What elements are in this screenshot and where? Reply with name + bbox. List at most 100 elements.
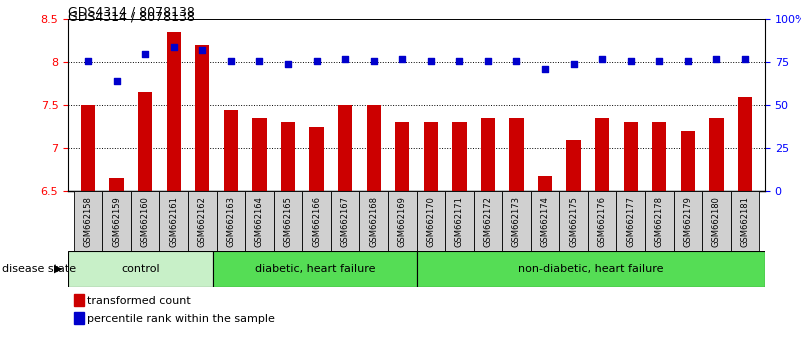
Bar (213, 251, 417, 287)
Text: GSM662173: GSM662173 (512, 196, 521, 247)
Bar (302, 191, 331, 251)
Bar (624, 122, 638, 191)
Text: ▶: ▶ (54, 264, 62, 274)
Bar (566, 139, 581, 191)
Text: GSM662159: GSM662159 (112, 196, 121, 247)
Point (739, 56, 751, 62)
Bar (388, 191, 417, 251)
Point (310, 58, 323, 63)
Point (710, 56, 723, 62)
Point (567, 61, 580, 67)
Bar (738, 97, 752, 191)
Text: GSM662172: GSM662172 (484, 196, 493, 247)
Bar (195, 45, 209, 191)
Text: GSM662179: GSM662179 (683, 196, 692, 247)
Bar (674, 191, 702, 251)
Bar (167, 32, 181, 191)
Bar (245, 191, 274, 251)
Text: GSM662161: GSM662161 (169, 196, 179, 247)
Bar (367, 105, 380, 191)
Bar (502, 191, 531, 251)
Bar (74, 191, 103, 251)
Bar (110, 178, 124, 191)
Text: GDS4314 / 8078138: GDS4314 / 8078138 (68, 11, 195, 24)
Text: transformed count: transformed count (87, 296, 191, 306)
Text: GDS4314 / 8078138: GDS4314 / 8078138 (68, 5, 195, 18)
Bar (131, 191, 159, 251)
Bar (731, 191, 759, 251)
Point (538, 67, 551, 72)
Bar (481, 118, 495, 191)
Bar (360, 191, 388, 251)
Bar (702, 191, 731, 251)
Bar (188, 191, 216, 251)
Text: GSM662165: GSM662165 (284, 196, 292, 247)
Text: GSM662166: GSM662166 (312, 196, 321, 247)
Bar (338, 105, 352, 191)
Point (653, 58, 666, 63)
Bar (216, 191, 245, 251)
Bar (274, 191, 302, 251)
Text: GSM662171: GSM662171 (455, 196, 464, 247)
Point (282, 61, 295, 67)
Text: GSM662177: GSM662177 (626, 196, 635, 247)
Bar (103, 191, 131, 251)
Bar (473, 191, 502, 251)
Bar (309, 127, 324, 191)
Point (682, 58, 694, 63)
Point (624, 58, 637, 63)
Bar (617, 191, 645, 251)
Text: GSM662170: GSM662170 (426, 196, 435, 247)
Bar (252, 118, 267, 191)
Text: GSM662162: GSM662162 (198, 196, 207, 247)
Text: GSM662181: GSM662181 (740, 196, 750, 247)
Point (111, 79, 123, 84)
Text: GSM662160: GSM662160 (141, 196, 150, 247)
Text: disease state: disease state (2, 264, 76, 274)
Text: GSM662168: GSM662168 (369, 196, 378, 247)
Point (339, 56, 352, 62)
Bar (395, 122, 409, 191)
Text: GSM662158: GSM662158 (83, 196, 93, 247)
Bar (559, 191, 588, 251)
Bar (531, 191, 559, 251)
Text: GSM662167: GSM662167 (340, 196, 349, 247)
Text: GSM662180: GSM662180 (712, 196, 721, 247)
Bar (445, 191, 473, 251)
Point (82, 58, 95, 63)
Bar (68, 251, 213, 287)
Point (396, 56, 409, 62)
Bar (424, 122, 438, 191)
Text: GSM662178: GSM662178 (654, 196, 664, 247)
Bar (538, 176, 552, 191)
Point (481, 58, 494, 63)
Bar (417, 251, 765, 287)
Text: control: control (122, 264, 160, 274)
Bar (645, 191, 674, 251)
Text: GSM662169: GSM662169 (398, 196, 407, 247)
Text: percentile rank within the sample: percentile rank within the sample (87, 314, 275, 324)
Bar (588, 191, 617, 251)
Bar (595, 118, 610, 191)
Bar (159, 191, 188, 251)
Bar (652, 122, 666, 191)
Point (253, 58, 266, 63)
Point (596, 56, 609, 62)
Bar (453, 122, 466, 191)
Text: GSM662163: GSM662163 (227, 196, 235, 247)
Bar (138, 92, 152, 191)
Point (196, 47, 209, 53)
Point (224, 58, 237, 63)
Bar (81, 105, 95, 191)
Bar (709, 118, 723, 191)
Bar (281, 122, 295, 191)
Bar (681, 131, 695, 191)
Point (425, 58, 437, 63)
Text: GSM662175: GSM662175 (569, 196, 578, 247)
Text: diabetic, heart failure: diabetic, heart failure (255, 264, 375, 274)
Bar (223, 110, 238, 191)
Point (368, 58, 380, 63)
Text: GSM662176: GSM662176 (598, 196, 606, 247)
Point (453, 58, 465, 63)
Bar (417, 191, 445, 251)
